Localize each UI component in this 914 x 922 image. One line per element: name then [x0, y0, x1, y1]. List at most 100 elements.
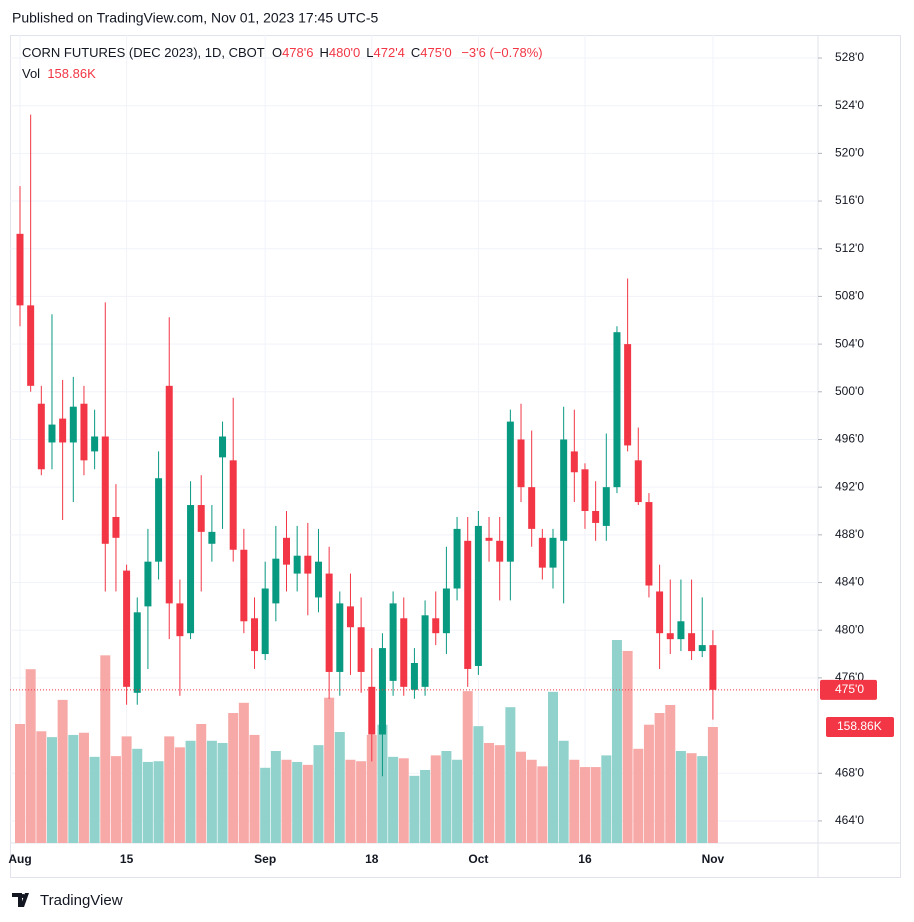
volume-bar — [526, 759, 537, 843]
y-tick-label: 484'0 — [835, 575, 864, 589]
y-tick-label: 508'0 — [835, 289, 864, 303]
y-tick-label: 480'0 — [835, 622, 864, 636]
volume-bar — [430, 755, 441, 843]
vol-value: 158.86K — [47, 66, 96, 81]
volume-bar — [78, 732, 89, 843]
volume-bar — [665, 704, 676, 843]
candle-body — [123, 570, 131, 687]
candle-body — [144, 561, 152, 607]
volume-bar — [313, 745, 324, 843]
volume-bar — [377, 724, 388, 843]
ohlc-key: O — [271, 45, 283, 60]
volume-bar — [643, 724, 654, 843]
candle-body — [208, 531, 216, 544]
logo — [12, 893, 29, 907]
volume-bar — [611, 640, 622, 843]
candle-body — [336, 603, 344, 672]
candle-body — [272, 558, 280, 604]
last-volume-label: 158.86K — [837, 719, 882, 733]
volume-bar — [675, 750, 686, 843]
volume-bar — [579, 767, 590, 843]
candle-body — [283, 537, 290, 565]
candle-body — [59, 418, 67, 443]
candle-body — [602, 487, 610, 526]
legend-line: CORN FUTURES (DEC 2023), 1D, CBOT O478'6… — [22, 45, 543, 60]
candle-body — [464, 540, 472, 669]
volume-bar — [388, 756, 399, 843]
symbol: CORN FUTURES (DEC 2023), 1D, CBOT — [22, 45, 265, 60]
candle-body — [176, 603, 184, 637]
candle-body — [240, 549, 248, 622]
volume-bar — [398, 758, 409, 843]
candle-body — [453, 528, 461, 589]
volume-bar — [185, 740, 196, 843]
candle-body — [506, 421, 514, 562]
candle-body — [368, 686, 376, 735]
candle-body — [442, 588, 450, 634]
volume-bar — [462, 691, 473, 843]
candle-body — [474, 525, 482, 666]
volume-bar — [601, 755, 612, 843]
y-tick-label: 488'0 — [835, 527, 864, 541]
candle-body — [549, 537, 557, 568]
change: −3'6 (−0.78%) — [461, 45, 543, 60]
candle-body — [48, 424, 56, 443]
candle-body — [197, 505, 205, 532]
candle-body — [570, 451, 578, 473]
volume-bar — [697, 756, 708, 843]
volume-bar — [121, 736, 132, 843]
candle-body — [27, 305, 35, 386]
candle-body — [656, 591, 664, 634]
candle-body — [16, 233, 24, 306]
candle-body — [325, 573, 333, 672]
candle-body — [133, 612, 141, 693]
y-tick-label: 520'0 — [835, 146, 864, 160]
x-tick-label: 15 — [120, 852, 134, 866]
volume-bar — [441, 750, 452, 843]
volume-bar — [622, 650, 633, 843]
volume-bar — [420, 769, 431, 843]
candle-body — [538, 537, 546, 568]
ohlc-key: L — [366, 45, 374, 60]
candle-body — [709, 645, 717, 690]
candle-body — [666, 633, 674, 640]
volume-bar — [164, 736, 175, 843]
ohlc-key: H — [319, 45, 329, 60]
y-tick-label: 516'0 — [835, 193, 864, 207]
y-tick-label: 496'0 — [835, 432, 864, 446]
candle-body — [165, 385, 173, 604]
volume-bar — [334, 732, 345, 843]
volume-bar — [292, 761, 303, 843]
volume-bar — [558, 740, 569, 843]
x-tick-label: 16 — [578, 852, 592, 866]
volume-bar — [228, 713, 239, 843]
candle-body — [645, 502, 653, 586]
candle-body — [357, 627, 365, 672]
volume-bar — [537, 766, 548, 843]
volume-bar — [409, 775, 420, 843]
ohlc-value: 478'6 — [282, 45, 314, 60]
x-tick-label: Aug — [8, 852, 31, 866]
candle-body — [400, 618, 408, 687]
candle-body — [613, 332, 621, 488]
volume-bar — [452, 759, 463, 843]
candle-body — [314, 561, 322, 598]
candle-body — [187, 505, 195, 634]
candle-body — [293, 555, 301, 574]
candle-body — [432, 618, 440, 634]
candle-body — [155, 478, 163, 562]
candle-body — [229, 460, 237, 550]
volume-bar — [68, 734, 79, 843]
candle-body — [410, 662, 418, 690]
volume-bar — [196, 723, 207, 843]
volume-bar — [46, 737, 57, 843]
candle-body — [677, 621, 685, 640]
volume-bar — [25, 669, 36, 843]
frame — [10, 35, 901, 878]
candle-body — [91, 436, 99, 452]
volume-bar — [654, 713, 665, 843]
volume-bar — [57, 699, 68, 843]
candle-body — [528, 487, 536, 529]
